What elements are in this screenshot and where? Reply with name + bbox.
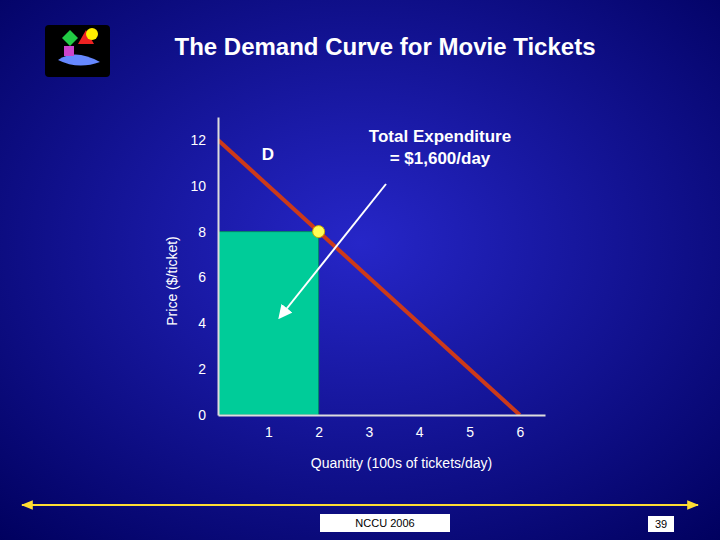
logo-shape: [86, 28, 98, 40]
tick-label: 5: [466, 424, 474, 440]
tick: 5: [466, 415, 474, 440]
tick-label: 3: [366, 424, 374, 440]
expenditure-area: [218, 232, 319, 415]
footer-rule: [22, 504, 698, 506]
demand-line: [218, 140, 520, 415]
tick-label: 2: [198, 361, 206, 377]
logo-shape: [64, 46, 74, 56]
plot-area: [218, 140, 520, 415]
tick: 1: [265, 415, 273, 440]
x-axis: 1 2 3 4 5 6: [219, 415, 546, 440]
slide: The Demand Curve for Movie Tickets123456…: [0, 0, 720, 540]
logo-shape: [62, 30, 78, 46]
y-axis: 0 2 4 6 8 10 12: [190, 118, 218, 423]
tick: 3: [366, 415, 374, 440]
tick: 6: [198, 269, 218, 285]
background: [0, 0, 720, 540]
y-axis-title: Price ($/ticket): [164, 236, 180, 325]
tick-label: 12: [190, 132, 206, 148]
x-axis-title: Quantity (100s of tickets/day): [311, 455, 492, 471]
axis-line: [218, 118, 220, 416]
axis-line: [219, 415, 546, 417]
tick: 12: [190, 132, 218, 148]
footer-box: [320, 514, 450, 532]
tick: 2: [198, 361, 218, 377]
tick-label: 10: [190, 178, 206, 194]
title: The Demand Curve for Movie Tickets: [174, 33, 595, 60]
tick: 4: [416, 415, 424, 440]
tick: 6: [516, 415, 524, 440]
page-box: [648, 516, 674, 532]
tick-label: 4: [198, 315, 206, 331]
tick-label: 2: [315, 424, 323, 440]
footer: NCCU 2006: [355, 517, 414, 529]
annotation: Total Expenditure: [369, 127, 511, 146]
annotation-arrow: [280, 184, 386, 317]
tick-label: 6: [516, 424, 524, 440]
tick-label: 6: [198, 269, 206, 285]
tick: 2: [315, 415, 323, 440]
tick-label: 1: [265, 424, 273, 440]
tick: 10: [190, 178, 218, 194]
tick-label: 0: [198, 407, 206, 423]
highlight-point: [313, 226, 325, 238]
tick: 0: [198, 407, 218, 423]
tick: 8: [198, 224, 218, 240]
logo: [45, 25, 110, 77]
tick-label: 4: [416, 424, 424, 440]
annotation: = $1,600/day: [390, 149, 491, 168]
logo-shape: [58, 54, 100, 65]
tick-label: 8: [198, 224, 206, 240]
logo-box: [45, 25, 110, 77]
tick: 4: [198, 315, 218, 331]
series-label: D: [262, 145, 274, 164]
page-number: 39: [655, 518, 667, 530]
